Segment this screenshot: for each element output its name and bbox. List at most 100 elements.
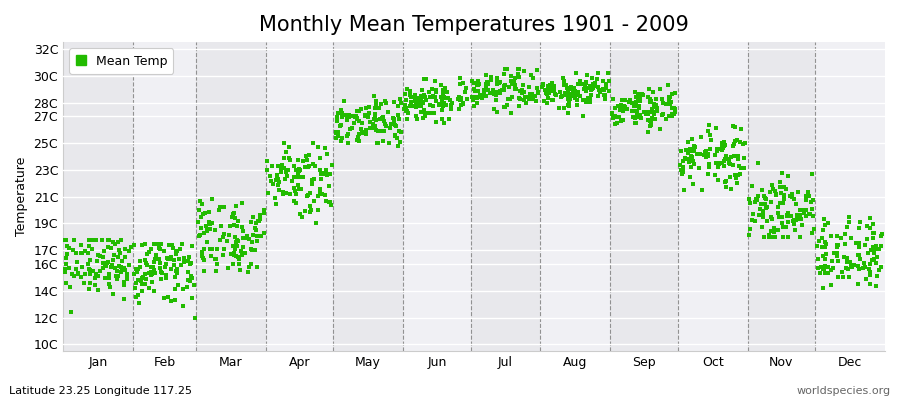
Point	[569, 70, 583, 76]
Point	[216, 234, 230, 240]
Point	[118, 266, 132, 273]
Point	[106, 291, 121, 298]
Point	[100, 260, 114, 266]
Point	[138, 240, 152, 247]
Point	[844, 264, 859, 270]
Point	[726, 142, 741, 149]
Point	[701, 151, 716, 157]
Point	[363, 119, 377, 126]
Point	[413, 100, 428, 106]
Point	[661, 82, 675, 88]
Point	[645, 109, 660, 115]
Point	[750, 197, 764, 203]
Point	[185, 242, 200, 249]
Point	[539, 90, 554, 96]
Point	[562, 96, 577, 102]
Point	[866, 221, 880, 227]
Point	[226, 243, 240, 249]
Point	[464, 94, 479, 100]
Point	[756, 212, 770, 218]
Point	[238, 235, 253, 241]
Point	[709, 160, 724, 166]
Point	[787, 221, 801, 227]
Point	[467, 103, 482, 110]
Point	[271, 182, 285, 188]
Point	[346, 125, 360, 132]
Point	[194, 225, 208, 232]
Point	[710, 148, 724, 154]
Point	[168, 286, 183, 292]
Point	[568, 88, 582, 94]
Point	[376, 128, 391, 134]
Point	[763, 198, 778, 205]
Point	[523, 91, 537, 97]
Point	[97, 248, 112, 254]
Point	[647, 109, 662, 116]
Point	[317, 170, 331, 177]
Point	[425, 110, 439, 116]
Point	[519, 100, 534, 106]
Point	[334, 122, 348, 128]
Point	[487, 90, 501, 97]
Point	[529, 98, 544, 104]
Point	[130, 268, 144, 275]
Point	[783, 213, 797, 220]
Point	[112, 247, 126, 253]
Point	[436, 102, 450, 109]
Point	[487, 90, 501, 96]
Point	[816, 265, 831, 272]
Point	[467, 88, 482, 94]
Point	[383, 125, 398, 131]
Point	[82, 286, 96, 292]
Point	[104, 245, 118, 251]
Point	[597, 91, 611, 98]
Point	[202, 226, 217, 232]
Point	[742, 231, 756, 238]
Point	[674, 166, 688, 173]
Point	[307, 176, 321, 182]
Point	[689, 150, 704, 157]
Point	[615, 97, 629, 104]
Point	[482, 86, 496, 93]
Point	[758, 194, 772, 201]
Point	[209, 268, 223, 274]
Point	[278, 190, 293, 197]
Point	[722, 156, 736, 162]
Point	[417, 93, 431, 100]
Point	[341, 112, 356, 119]
Point	[354, 106, 368, 113]
Point	[301, 192, 315, 199]
Point	[677, 187, 691, 193]
Point	[517, 89, 531, 96]
Point	[716, 162, 731, 169]
Point	[614, 118, 628, 124]
Point	[279, 149, 293, 156]
Point	[207, 226, 221, 233]
Point	[497, 86, 511, 93]
Point	[366, 122, 381, 129]
Point	[340, 133, 355, 140]
Point	[665, 113, 680, 119]
Point	[867, 230, 881, 236]
Point	[698, 148, 713, 155]
Point	[825, 258, 840, 265]
Point	[115, 266, 130, 273]
Point	[667, 111, 681, 117]
Point	[378, 98, 392, 104]
Point	[170, 248, 184, 254]
Point	[627, 103, 642, 109]
Point	[562, 99, 576, 106]
Point	[781, 219, 796, 225]
Point	[347, 113, 362, 120]
Point	[365, 120, 380, 127]
Point	[840, 224, 854, 230]
Point	[236, 244, 250, 250]
Point	[418, 76, 433, 82]
Point	[158, 272, 173, 278]
Point	[293, 174, 308, 180]
Point	[470, 100, 484, 106]
Point	[239, 233, 254, 240]
Point	[224, 214, 238, 220]
Point	[873, 264, 887, 270]
Point	[522, 92, 536, 99]
